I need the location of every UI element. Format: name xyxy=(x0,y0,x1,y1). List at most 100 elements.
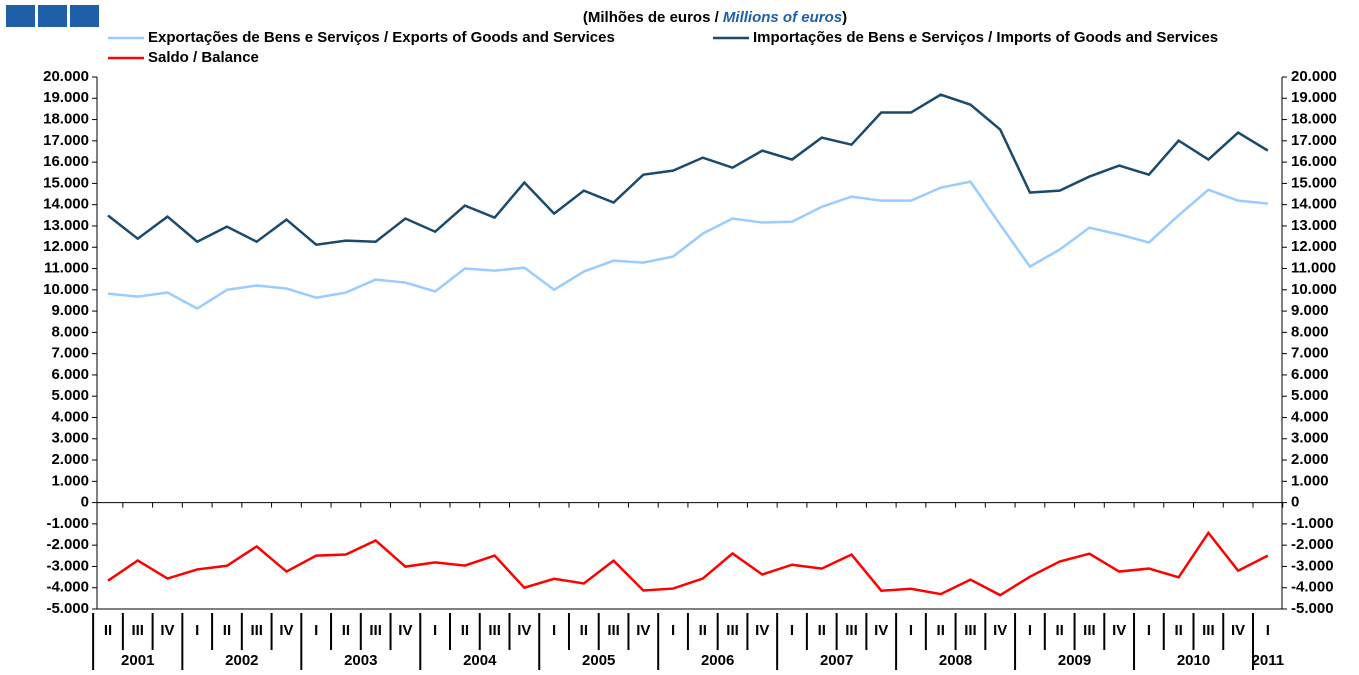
year-label: 2007 xyxy=(820,652,853,669)
y-tick-label-right: 2.000 xyxy=(1291,451,1329,468)
y-tick-label-right: 4.000 xyxy=(1291,408,1329,425)
x-tick-label: II xyxy=(223,622,231,639)
x-tick-label: III xyxy=(964,622,977,639)
x-tick-label: III xyxy=(1083,622,1096,639)
y-tick-label: -2.000 xyxy=(46,536,89,553)
y-tick-label: 12.000 xyxy=(43,238,89,255)
x-tick-label: I xyxy=(909,622,913,639)
x-tick-label: III xyxy=(726,622,739,639)
y-tick-label-right: 15.000 xyxy=(1291,174,1337,191)
year-label: 2009 xyxy=(1058,652,1091,669)
y-tick-label: 19.000 xyxy=(43,89,89,106)
year-label: 2008 xyxy=(939,652,972,669)
chart-title: (Milhões de euros / Millions of euros) xyxy=(583,9,847,26)
x-tick-label: III xyxy=(369,622,382,639)
x-tick-label: I xyxy=(790,622,794,639)
y-tick-label: 9.000 xyxy=(51,302,89,319)
x-tick-label: II xyxy=(580,622,588,639)
y-tick-label-right: 6.000 xyxy=(1291,366,1329,383)
y-tick-label-right: -2.000 xyxy=(1291,536,1334,553)
year-label: 2003 xyxy=(344,652,377,669)
year-label: 2006 xyxy=(701,652,734,669)
x-tick-label: IV xyxy=(1112,622,1126,639)
y-tick-label-right: 3.000 xyxy=(1291,430,1329,447)
y-tick-label: 4.000 xyxy=(51,408,89,425)
y-tick-label: 16.000 xyxy=(43,153,89,170)
y-tick-label-right: 8.000 xyxy=(1291,323,1329,340)
logo-block xyxy=(70,5,99,27)
legend-label: Saldo / Balance xyxy=(148,49,259,66)
y-tick-label: 20.000 xyxy=(43,68,89,85)
y-tick-label-right: 11.000 xyxy=(1291,259,1336,276)
title-part: (Milhões de euros / xyxy=(583,9,723,26)
y-tick-label: 18.000 xyxy=(43,111,89,128)
logo-block xyxy=(38,5,67,27)
y-tick-label: -1.000 xyxy=(46,515,89,532)
y-tick-label-right: 16.000 xyxy=(1291,153,1337,170)
x-tick-label: IV xyxy=(160,622,174,639)
x-tick-label: II xyxy=(699,622,707,639)
x-tick-label: II xyxy=(1174,622,1182,639)
y-tick-label-right: 0 xyxy=(1291,494,1299,511)
y-tick-label: 15.000 xyxy=(43,174,89,191)
y-tick-label-right: 7.000 xyxy=(1291,345,1329,362)
x-tick-label: I xyxy=(1028,622,1032,639)
y-tick-label: -3.000 xyxy=(46,557,89,574)
y-tick-label-right: 19.000 xyxy=(1291,89,1337,106)
x-tick-label: I xyxy=(671,622,675,639)
y-tick-label-right: 13.000 xyxy=(1291,217,1337,234)
y-tick-label-right: 12.000 xyxy=(1291,238,1337,255)
year-label: 2001 xyxy=(121,652,154,669)
y-tick-label-right: -1.000 xyxy=(1291,515,1334,532)
x-tick-label: III xyxy=(250,622,263,639)
y-tick-label: 13.000 xyxy=(43,217,89,234)
y-tick-label: 2.000 xyxy=(51,451,89,468)
series-line xyxy=(107,180,1268,310)
x-tick-label: II xyxy=(818,622,826,639)
x-tick-label: I xyxy=(1147,622,1151,639)
y-tick-label: 8.000 xyxy=(51,323,89,340)
x-tick-label: I xyxy=(195,622,199,639)
x-tick-label: IV xyxy=(874,622,888,639)
y-tick-label: 3.000 xyxy=(51,430,89,447)
x-tick-label: III xyxy=(607,622,620,639)
x-tick-label: IV xyxy=(398,622,412,639)
y-tick-label: 6.000 xyxy=(51,366,89,383)
title-part: Millions of euros xyxy=(723,9,842,26)
year-label: 2011 xyxy=(1252,652,1285,669)
year-label: 2005 xyxy=(582,652,615,669)
x-tick-label: IV xyxy=(1231,622,1245,639)
y-tick-label-right: 5.000 xyxy=(1291,387,1329,404)
series-line xyxy=(107,530,1269,597)
x-tick-label: IV xyxy=(279,622,293,639)
year-label: 2010 xyxy=(1177,652,1210,669)
y-tick-label-right: 20.000 xyxy=(1291,68,1337,85)
x-tick-label: II xyxy=(342,622,350,639)
x-tick-label: IV xyxy=(636,622,650,639)
x-tick-label: I xyxy=(552,622,556,639)
x-tick-label: II xyxy=(1056,622,1064,639)
title-part: ) xyxy=(842,9,847,26)
y-tick-label: 0 xyxy=(81,494,89,511)
x-tick-label: III xyxy=(1202,622,1215,639)
y-tick-label: -5.000 xyxy=(46,600,89,617)
y-tick-label-right: -5.000 xyxy=(1291,600,1334,617)
legend-label: Exportações de Bens e Serviços / Exports… xyxy=(148,29,615,46)
x-tick-label: IV xyxy=(993,622,1007,639)
y-tick-label-right: 17.000 xyxy=(1291,132,1337,149)
y-tick-label-right: -4.000 xyxy=(1291,579,1334,596)
y-tick-label-right: 18.000 xyxy=(1291,111,1337,128)
y-tick-label: 1.000 xyxy=(51,472,89,489)
y-tick-label-right: 9.000 xyxy=(1291,302,1329,319)
x-tick-label: III xyxy=(845,622,858,639)
y-tick-label: 10.000 xyxy=(43,281,89,298)
x-tick-label: III xyxy=(488,622,501,639)
x-tick-label: IV xyxy=(755,622,769,639)
legend-label: Importações de Bens e Serviços / Imports… xyxy=(753,29,1218,46)
y-tick-label: 14.000 xyxy=(43,196,89,213)
x-tick-label: IV xyxy=(517,622,531,639)
y-tick-label-right: 14.000 xyxy=(1291,196,1337,213)
y-tick-label-right: 10.000 xyxy=(1291,281,1337,298)
year-label: 2004 xyxy=(463,652,497,669)
